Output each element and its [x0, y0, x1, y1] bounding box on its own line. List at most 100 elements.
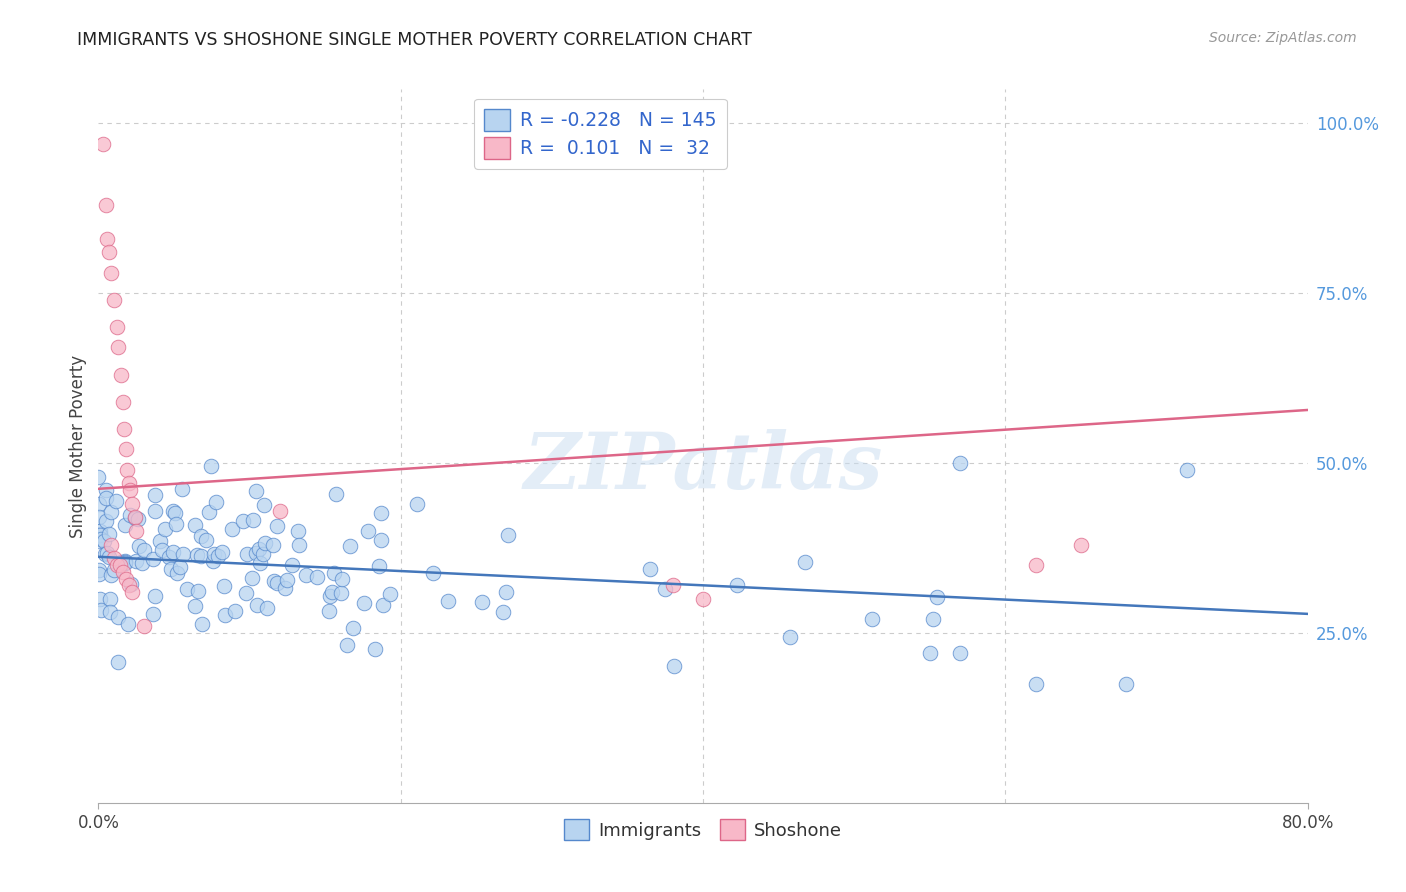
Point — [190, 529, 212, 543]
Point — [266, 575, 288, 590]
Point — [357, 524, 380, 538]
Point — [370, 506, 392, 520]
Point — [124, 510, 146, 524]
Point — [242, 513, 264, 527]
Point — [318, 604, 340, 618]
Legend: Immigrants, Shoshone: Immigrants, Shoshone — [557, 812, 849, 847]
Point — [96, 232, 118, 246]
Point — [370, 533, 392, 548]
Point — [779, 630, 801, 644]
Point — [131, 556, 153, 570]
Point — [94, 198, 117, 212]
Point — [280, 558, 302, 572]
Point — [191, 616, 214, 631]
Point — [114, 572, 136, 586]
Point — [949, 646, 972, 660]
Point — [353, 596, 375, 610]
Point — [274, 581, 297, 595]
Point — [236, 547, 259, 561]
Point — [103, 563, 125, 577]
Point — [252, 547, 274, 561]
Point — [89, 528, 111, 542]
Y-axis label: Single Mother Poverty: Single Mother Poverty — [69, 354, 87, 538]
Point — [364, 641, 387, 656]
Point — [90, 533, 112, 547]
Point — [97, 550, 120, 565]
Point — [495, 585, 517, 599]
Point — [100, 568, 122, 582]
Point — [143, 589, 166, 603]
Point — [114, 553, 136, 567]
Point — [114, 555, 136, 569]
Point — [263, 574, 285, 588]
Point — [307, 570, 329, 584]
Point — [100, 505, 122, 519]
Point — [127, 512, 149, 526]
Point — [437, 594, 460, 608]
Point — [111, 565, 134, 579]
Point — [87, 510, 110, 524]
Point — [114, 442, 136, 457]
Point — [169, 560, 191, 574]
Point — [332, 573, 354, 587]
Point — [921, 612, 943, 626]
Point — [93, 533, 115, 548]
Point — [100, 537, 122, 551]
Point — [661, 578, 683, 592]
Point — [190, 549, 212, 563]
Point — [266, 519, 288, 533]
Point — [918, 646, 941, 660]
Point — [1115, 677, 1137, 691]
Point — [120, 577, 142, 591]
Point — [329, 586, 352, 600]
Point — [325, 487, 347, 501]
Point — [120, 483, 142, 498]
Point — [422, 566, 444, 581]
Point — [232, 514, 254, 528]
Point — [89, 524, 111, 538]
Point — [246, 598, 269, 612]
Point — [202, 554, 225, 568]
Point — [253, 498, 276, 512]
Point — [725, 578, 748, 592]
Point — [90, 603, 112, 617]
Point — [121, 497, 143, 511]
Point — [339, 539, 361, 553]
Point — [107, 610, 129, 624]
Point — [107, 655, 129, 669]
Point — [927, 590, 949, 604]
Point — [96, 546, 118, 560]
Point — [187, 584, 209, 599]
Point — [87, 469, 110, 483]
Point — [165, 507, 187, 521]
Point — [165, 516, 187, 531]
Point — [89, 527, 111, 541]
Point — [142, 607, 165, 622]
Point — [124, 510, 146, 524]
Point — [103, 293, 125, 307]
Point — [105, 494, 128, 508]
Point — [98, 245, 121, 260]
Point — [97, 526, 120, 541]
Point — [1024, 558, 1046, 572]
Point — [118, 578, 141, 592]
Point — [172, 482, 194, 496]
Point — [162, 503, 184, 517]
Point — [221, 522, 243, 536]
Point — [142, 552, 165, 566]
Point — [287, 524, 309, 538]
Text: IMMIGRANTS VS SHOSHONE SINGLE MOTHER POVERTY CORRELATION CHART: IMMIGRANTS VS SHOSHONE SINGLE MOTHER POV… — [77, 31, 752, 49]
Point — [640, 562, 662, 576]
Point — [1175, 463, 1198, 477]
Point — [247, 541, 270, 556]
Point — [89, 534, 111, 549]
Point — [262, 538, 284, 552]
Point — [110, 556, 132, 570]
Point — [249, 556, 271, 570]
Point — [860, 612, 883, 626]
Text: Source: ZipAtlas.com: Source: ZipAtlas.com — [1209, 31, 1357, 45]
Point — [235, 586, 257, 600]
Point — [211, 545, 233, 559]
Point — [323, 566, 346, 581]
Point — [125, 554, 148, 568]
